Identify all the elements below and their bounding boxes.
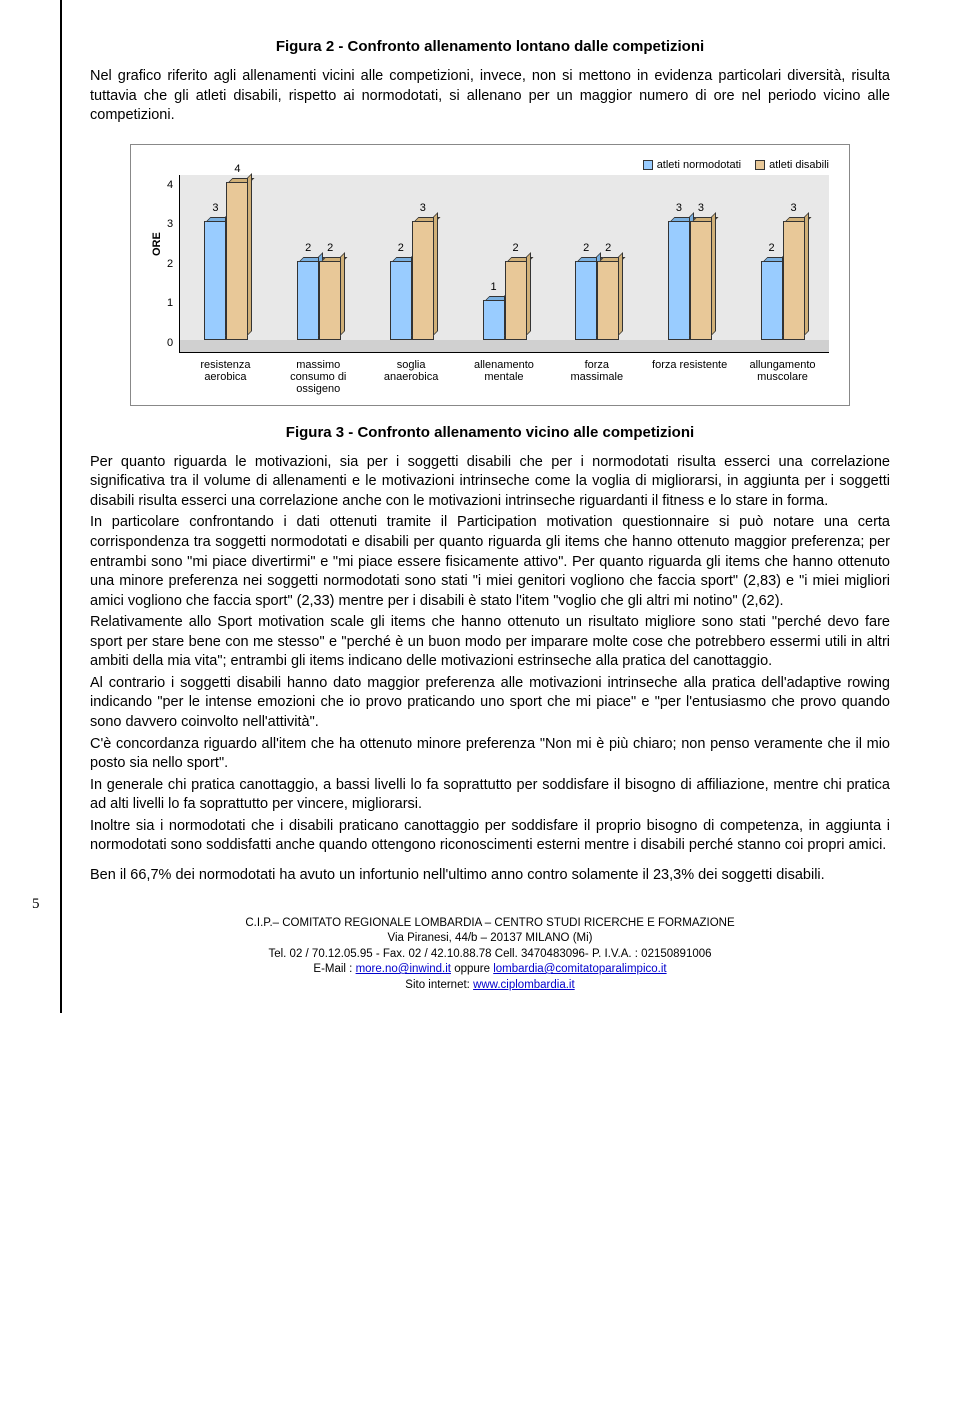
bar-chart-container: atleti normodotati atleti disabili ORE 4… [130,144,850,406]
bar: 4 [226,182,248,340]
legend-label-2: atleti disabili [769,159,829,171]
bar: 2 [761,261,783,340]
footer-site-prefix: Sito internet: [405,979,473,991]
bar: 3 [412,221,434,340]
bar-group: 23 [761,221,805,340]
legend-label-1: atleti normodotati [657,159,741,171]
x-axis-label: allungamento muscolare [742,359,822,395]
bar-group: 33 [668,221,712,340]
bar: 2 [297,261,319,340]
bar: 2 [505,261,527,340]
footer-site-link[interactable]: www.ciplombardia.it [473,979,575,991]
bar-value-label: 1 [490,281,496,293]
bar-value-label: 3 [420,202,426,214]
bar: 2 [575,261,597,340]
body-paragraph: Relativamente allo Sport motivation scal… [90,613,890,672]
y-axis-label: ORE [151,175,163,353]
y-axis-ticks: 4 3 2 1 0 [167,179,179,349]
bar-group: 34 [204,182,248,340]
legend-swatch-2 [755,160,765,170]
x-axis-label: resistenza aerobica [185,359,265,395]
body-paragraph: C'è concordanza riguardo all'item che ha… [90,735,890,774]
bar: 3 [783,221,805,340]
bar-value-label: 3 [212,202,218,214]
bar-value-label: 2 [512,242,518,254]
footer-email-line: E-Mail : more.no@inwind.it oppure lombar… [90,962,890,978]
x-axis-label: massimo consumo di ossigeno [278,359,358,395]
body-paragraph: Al contrario i soggetti disabili hanno d… [90,674,890,733]
bar-group: 22 [575,261,619,340]
body-paragraph: Inoltre sia i normodotati che i disabili… [90,817,890,856]
body-paragraph: Per quanto riguarda le motivazioni, sia … [90,453,890,512]
bar-value-label: 3 [676,202,682,214]
y-tick: 0 [167,337,173,349]
side-vertical-line [60,0,62,1013]
x-axis-label: allenamento mentale [464,359,544,395]
footer-site-line: Sito internet: www.ciplombardia.it [90,978,890,994]
body-paragraph: In generale chi pratica canottaggio, a b… [90,776,890,815]
bar: 2 [319,261,341,340]
bar: 3 [668,221,690,340]
y-tick: 4 [167,179,173,191]
intro-paragraph: Nel grafico riferito agli allenamenti vi… [90,67,890,126]
chart-legend: atleti normodotati atleti disabili [151,159,829,171]
bar-value-label: 2 [583,242,589,254]
final-paragraph: Ben il 66,7% dei normodotati ha avuto un… [90,866,890,886]
bar-group: 12 [483,261,527,340]
page-footer: C.I.P.– COMITATO REGIONALE LOMBARDIA – C… [90,916,890,994]
body-paragraph: In particolare confrontando i dati otten… [90,513,890,611]
bar: 2 [597,261,619,340]
bar-group: 22 [297,261,341,340]
chart-floor [180,340,829,352]
y-tick: 1 [167,297,173,309]
footer-address: Via Piranesi, 44/b – 20137 MILANO (Mi) [90,931,890,947]
chart-bar-groups: 34222312223323 [180,183,829,340]
legend-item-1: atleti normodotati [643,159,741,171]
figure-2-title: Figura 2 - Confronto allenamento lontano… [90,38,890,55]
bar: 3 [690,221,712,340]
footer-email-mid: oppure [451,963,493,975]
figure-3-title: Figura 3 - Confronto allenamento vicino … [90,424,890,441]
bar-value-label: 2 [398,242,404,254]
footer-email-prefix: E-Mail : [313,963,355,975]
x-axis-label: forza massimale [557,359,637,395]
bar-group: 23 [390,221,434,340]
footer-phone: Tel. 02 / 70.12.05.95 - Fax. 02 / 42.10.… [90,947,890,963]
page-number: 5 [32,896,40,913]
bar-value-label: 3 [698,202,704,214]
bar: 2 [390,261,412,340]
bar-value-label: 2 [769,242,775,254]
bar-value-label: 2 [605,242,611,254]
x-axis-label: forza resistente [650,359,730,395]
chart-plot-area: 34222312223323 [179,175,829,353]
bar-value-label: 3 [791,202,797,214]
bar-value-label: 2 [327,242,333,254]
legend-swatch-1 [643,160,653,170]
x-axis-label: soglia anaerobica [371,359,451,395]
x-axis-labels: resistenza aerobica massimo consumo di os… [179,359,829,395]
bar: 3 [204,221,226,340]
bar: 1 [483,300,505,340]
legend-item-2: atleti disabili [755,159,829,171]
footer-org: C.I.P.– COMITATO REGIONALE LOMBARDIA – C… [90,916,890,932]
y-tick: 3 [167,218,173,230]
y-tick: 2 [167,258,173,270]
bar-value-label: 4 [234,163,240,175]
footer-email-1[interactable]: more.no@inwind.it [356,963,451,975]
bar-value-label: 2 [305,242,311,254]
footer-email-2[interactable]: lombardia@comitatoparalimpico.it [493,963,666,975]
